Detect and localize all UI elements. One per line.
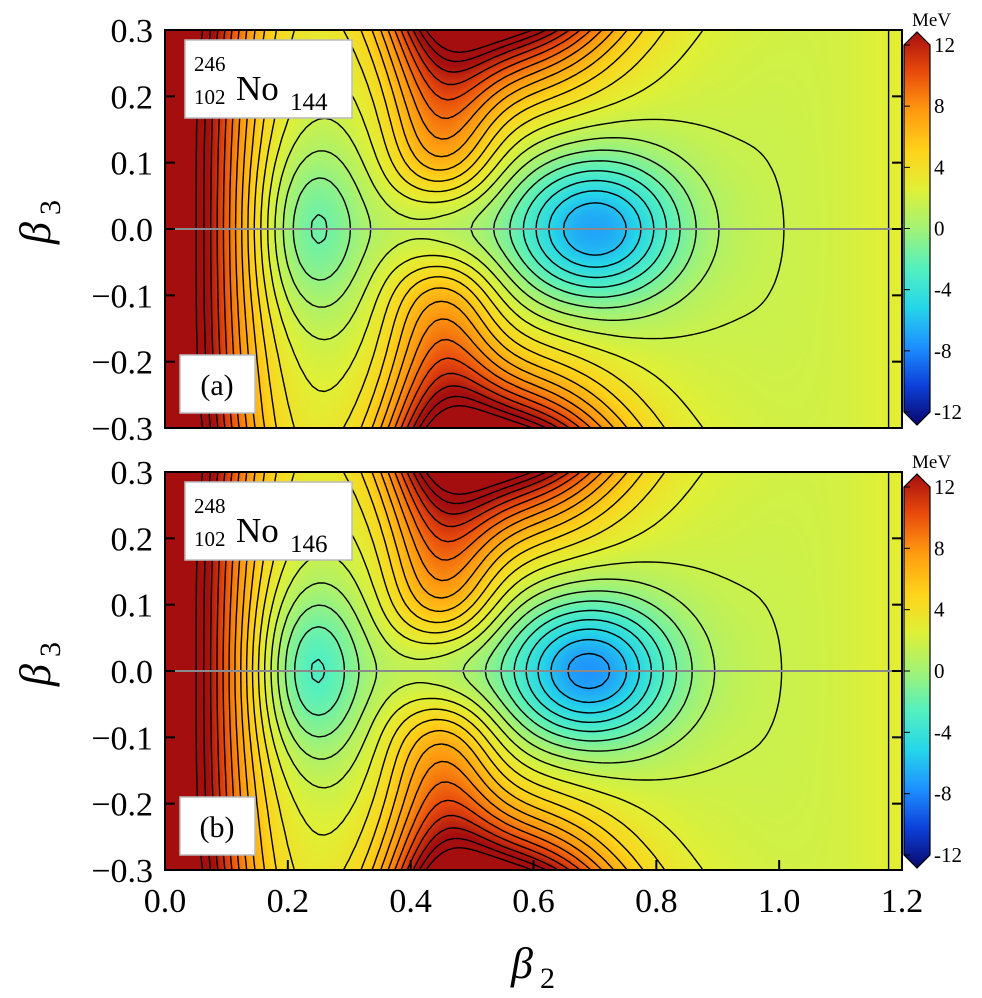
colorbar-a: MeV 12 8 4 0 -4 -8 -12: [903, 10, 962, 426]
element-symbol-a: No: [236, 69, 279, 108]
colorbar-tick-label: 12: [934, 33, 955, 57]
x-axis-title-sub: 2: [540, 962, 555, 995]
panel-label-a-text: (a): [200, 369, 233, 402]
panel-label-b: (b): [179, 796, 256, 856]
y-tick-label: 0.2: [111, 521, 154, 558]
y-axis-title-b: β 3: [11, 642, 67, 687]
y-tick-label: 0.3: [111, 455, 154, 492]
colorbar-tick-label: 12: [934, 475, 955, 499]
colorbar-unit-a: MeV: [912, 10, 951, 31]
neutron-number-a: 144: [290, 89, 328, 116]
colorbar-tick-label: 0: [934, 659, 945, 683]
y-tick-label: −0.1: [91, 720, 153, 757]
x-tick-label: 0.6: [512, 883, 555, 920]
y-tick-label: 0.0: [111, 654, 154, 691]
x-tick-label: 1.2: [881, 883, 924, 920]
x-tick-label: 0.4: [389, 883, 432, 920]
y-tick-label: −0.3: [91, 411, 153, 448]
panel-label-b-text: (b): [200, 811, 235, 844]
y-tick-label: 0.3: [111, 13, 154, 50]
panel-a: 0.30.20.10.0−0.1−0.2−0.3 246 102 No 144 …: [11, 10, 962, 448]
colorbar-tick-label: -8: [934, 782, 952, 806]
colorbar-tick-label: -4: [934, 278, 952, 302]
colorbar-ticks-a: 12 8 4 0 -4 -8 -12: [904, 33, 962, 424]
element-symbol-b: No: [236, 511, 279, 550]
atomic-number-b: 102: [194, 527, 226, 551]
y-axis-ticks-b: 0.3 0.2 0.1 0.0 −0.1 −0.2 −0.3: [91, 455, 902, 890]
panel-label-a: (a): [179, 354, 256, 414]
colorbar-b: MeV 12 8 4 0 -4 -8 -12: [903, 452, 962, 869]
y-tick-label: 0.2: [111, 79, 154, 116]
x-axis-ticks-b: 0.0 0.2 0.4 0.6 0.8 1.0 1.2: [144, 860, 924, 920]
x-tick-label: 0.2: [267, 883, 310, 920]
y-axis-title-a-symbol: β: [11, 222, 60, 245]
x-axis-title: β 2: [510, 939, 555, 995]
colorbar-tick-label: -4: [934, 720, 952, 744]
colorbar-tick-label: -12: [934, 843, 962, 867]
colorbar-tick-label: -8: [934, 339, 952, 363]
y-tick-label: 0.1: [111, 588, 154, 625]
y-axis-ticks-a: 0.3 0.2 0.1 0.0 −0.1 −0.2 −0.3: [91, 13, 902, 448]
atomic-number-a: 102: [194, 85, 226, 109]
colorbar-ticks-b: 12 8 4 0 -4 -8 -12: [904, 475, 962, 867]
x-axis-title-symbol: β: [510, 939, 533, 988]
y-tick-label: −0.2: [91, 345, 153, 382]
x-tick-label: 0.0: [144, 883, 187, 920]
y-tick-label: 0.1: [111, 146, 154, 183]
x-tick-label: 0.8: [635, 883, 678, 920]
colorbar-tick-label: 0: [934, 217, 945, 241]
colorbar-tick-label: 4: [934, 598, 945, 622]
mass-number-b: 248: [194, 494, 226, 518]
y-axis-title-a: β 3: [11, 200, 67, 245]
panel-b: 0.3 0.2 0.1 0.0 −0.1 −0.2 −0.3 0.0 0.2 0.4 0.6 0.8…: [11, 452, 962, 995]
nucleus-label-b: 248 102 No 146: [184, 481, 353, 561]
neutron-number-b: 146: [290, 531, 328, 558]
colorbar-tick-label: 8: [934, 536, 945, 560]
y-tick-label: 0.0: [111, 212, 154, 249]
y-tick-label: −0.1: [91, 278, 153, 315]
colorbar-tick-label: 8: [934, 94, 945, 118]
y-axis-title-b-symbol: β: [11, 664, 60, 687]
colorbar-tick-label: 4: [934, 155, 945, 179]
colorbar-tick-label: -12: [934, 400, 962, 424]
colorbar-unit-b: MeV: [912, 452, 951, 473]
nucleus-label-a: 246 102 No 144: [184, 39, 353, 119]
y-tick-label: −0.3: [91, 853, 153, 890]
y-axis-title-a-sub: 3: [34, 200, 67, 215]
mass-number-a: 246: [194, 52, 226, 76]
y-axis-title-b-sub: 3: [34, 642, 67, 657]
y-tick-label: −0.2: [91, 787, 153, 824]
x-tick-label: 1.0: [758, 883, 801, 920]
